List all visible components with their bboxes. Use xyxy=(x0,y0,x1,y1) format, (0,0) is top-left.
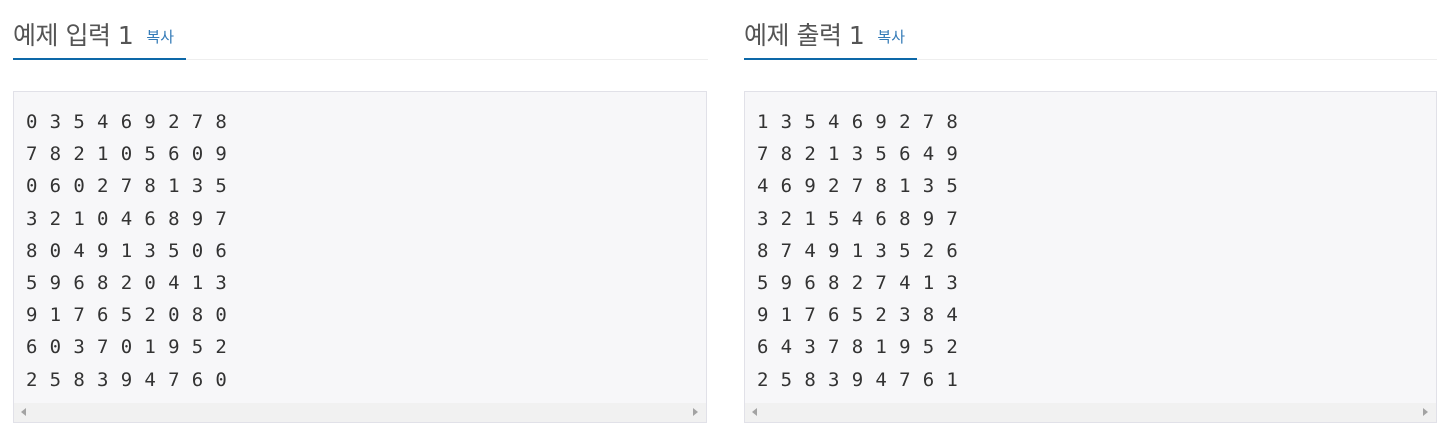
input-line: 3 2 1 0 4 6 8 9 7 xyxy=(26,207,228,230)
scroll-left-arrow-icon[interactable] xyxy=(752,408,757,416)
input-line: 7 8 2 1 0 5 6 0 9 xyxy=(26,143,228,166)
output-line: 4 6 9 2 7 8 1 3 5 xyxy=(757,175,959,198)
sample-input-panel: 예제 입력 1 복사 0 3 5 4 6 9 2 7 8 7 8 2 1 0 5 … xyxy=(13,0,708,423)
copy-input-button[interactable]: 복사 xyxy=(146,28,175,46)
sample-input-code: 0 3 5 4 6 9 2 7 8 7 8 2 1 0 5 6 0 9 0 6 0 … xyxy=(26,106,227,396)
copy-output-button[interactable]: 복사 xyxy=(877,28,906,46)
input-line: 8 0 4 9 1 3 5 0 6 xyxy=(26,239,228,262)
scroll-left-arrow-icon[interactable] xyxy=(21,408,26,416)
input-line: 9 1 7 6 5 2 0 8 0 xyxy=(26,304,228,327)
scroll-right-arrow-icon[interactable] xyxy=(1423,408,1428,416)
output-line: 6 4 3 7 8 1 9 5 2 xyxy=(757,336,959,359)
sample-output-title: 예제 출력 1 xyxy=(744,21,865,50)
input-line: 2 5 8 3 9 4 7 6 0 xyxy=(26,368,228,391)
sample-input-title: 예제 입력 1 xyxy=(13,21,134,50)
sample-output-headline-underline: 예제 출력 1 복사 xyxy=(744,0,917,60)
input-line: 6 0 3 7 0 1 9 5 2 xyxy=(26,336,228,359)
sample-output-headline: 예제 출력 1 복사 xyxy=(744,0,1437,60)
sample-input-headline-underline: 예제 입력 1 복사 xyxy=(13,0,186,60)
output-line: 9 1 7 6 5 2 3 8 4 xyxy=(757,304,959,327)
input-line: 0 6 0 2 7 8 1 3 5 xyxy=(26,175,228,198)
output-horizontal-scrollbar[interactable] xyxy=(745,403,1436,422)
input-line: 5 9 6 8 2 0 4 1 3 xyxy=(26,271,228,294)
sample-input-headline: 예제 입력 1 복사 xyxy=(13,0,708,60)
output-line: 5 9 6 8 2 7 4 1 3 xyxy=(757,271,959,294)
sample-output-panel: 예제 출력 1 복사 1 3 5 4 6 9 2 7 8 7 8 2 1 3 5 … xyxy=(744,0,1437,423)
sample-input-code-box[interactable]: 0 3 5 4 6 9 2 7 8 7 8 2 1 0 5 6 0 9 0 6 0 … xyxy=(13,91,707,423)
output-line: 2 5 8 3 9 4 7 6 1 xyxy=(757,368,959,391)
sample-output-code: 1 3 5 4 6 9 2 7 8 7 8 2 1 3 5 6 4 9 4 6 9 … xyxy=(757,106,958,396)
output-line: 7 8 2 1 3 5 6 4 9 xyxy=(757,143,959,166)
sample-output-code-box[interactable]: 1 3 5 4 6 9 2 7 8 7 8 2 1 3 5 6 4 9 4 6 9 … xyxy=(744,91,1437,423)
output-line: 3 2 1 5 4 6 8 9 7 xyxy=(757,207,959,230)
scroll-right-arrow-icon[interactable] xyxy=(693,408,698,416)
output-line: 8 7 4 9 1 3 5 2 6 xyxy=(757,239,959,262)
input-horizontal-scrollbar[interactable] xyxy=(14,403,706,422)
input-line: 0 3 5 4 6 9 2 7 8 xyxy=(26,111,228,133)
output-line: 1 3 5 4 6 9 2 7 8 xyxy=(757,111,959,133)
